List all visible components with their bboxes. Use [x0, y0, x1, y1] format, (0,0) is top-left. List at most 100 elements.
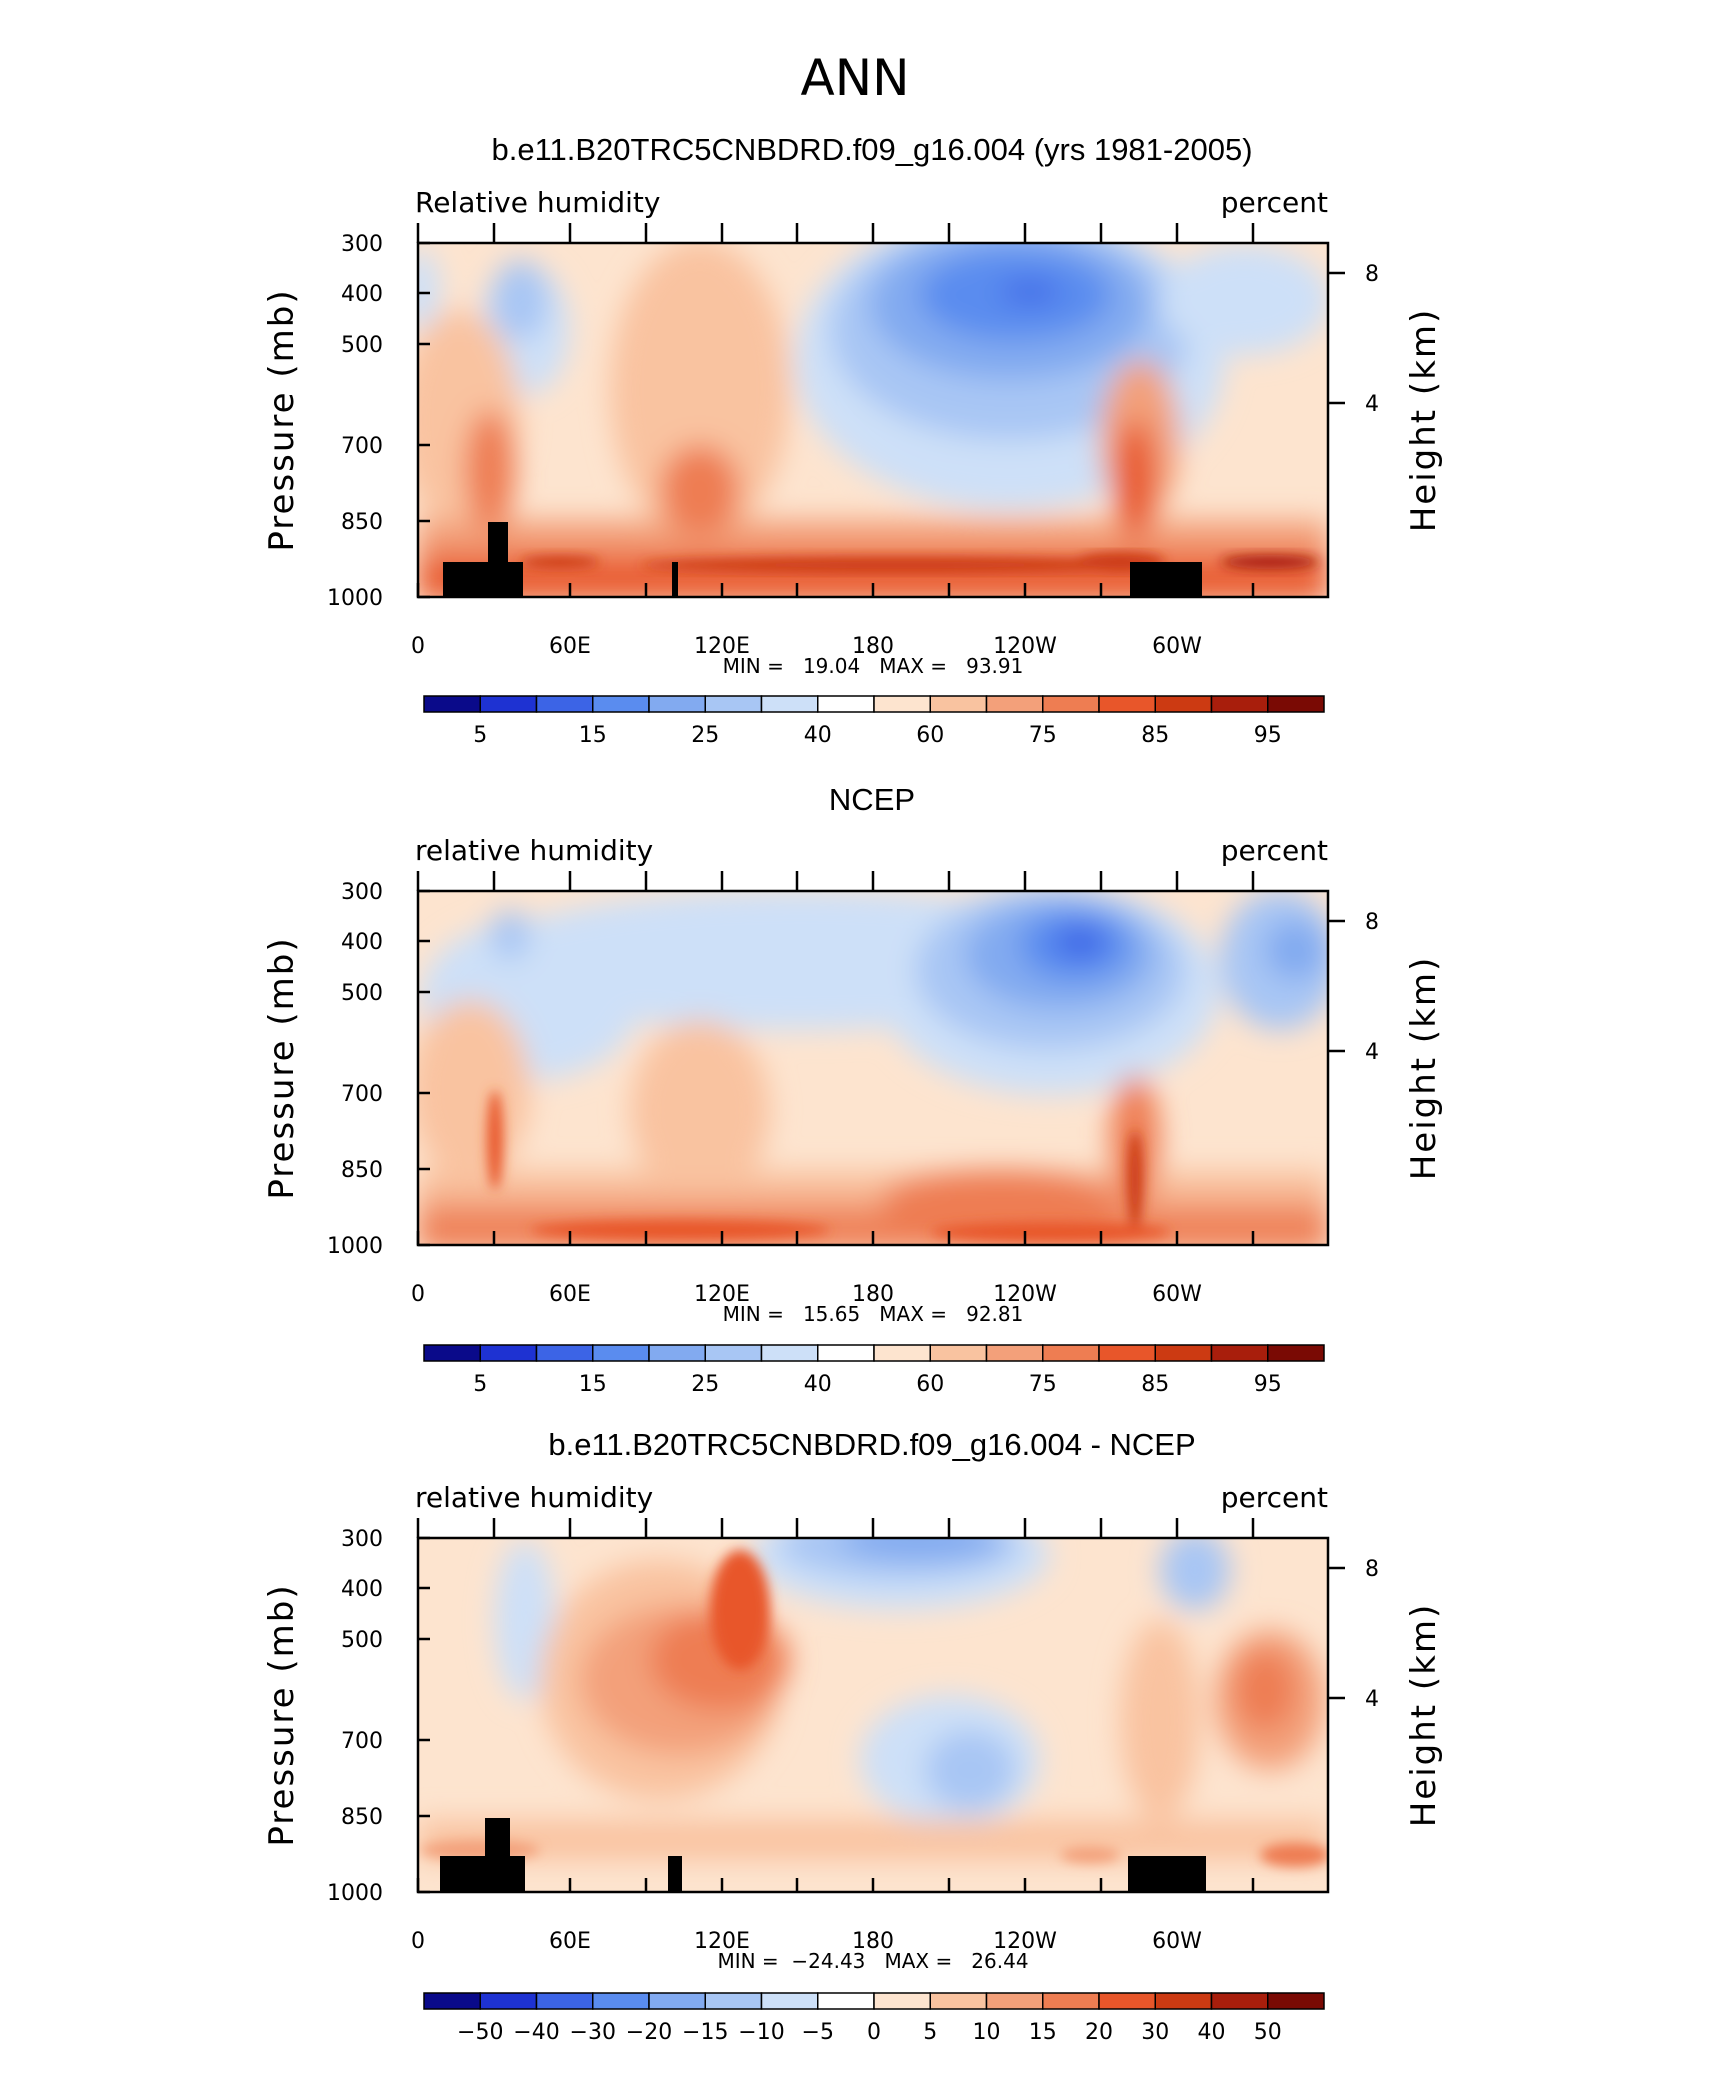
colorbar-swatch	[479, 695, 538, 713]
ytick-label: 300	[341, 1527, 383, 1552]
colorbar-label: 5	[473, 723, 487, 748]
x-ticks	[416, 871, 1255, 1245]
xtick-label: 120W	[993, 1282, 1057, 1307]
panel-difference: b.e11.B20TRC5CNBDRD.f09_g16.004 - NCEP r…	[262, 1427, 1444, 2045]
colorbar-label: 75	[1029, 723, 1057, 748]
y-tick-labels: 300 400 500 700 850 1000	[327, 880, 383, 1259]
variable-label: relative humidity	[415, 834, 653, 867]
xtick-label: 60W	[1152, 1929, 1202, 1954]
colorbar-swatch	[760, 1344, 819, 1362]
x-tick-labels: 0 60E 120E 180 120W 60W	[411, 1929, 1202, 1954]
colorbar-label: 95	[1254, 1372, 1282, 1397]
colorbar-swatch	[1267, 1344, 1325, 1362]
y2-ticks	[1328, 271, 1345, 405]
colorbar-swatch	[873, 695, 931, 713]
colorbar: 5 15 25 40 60 75 85 95	[423, 1344, 1325, 1397]
colorbar-label: −15	[682, 2020, 728, 2045]
panel-title: b.e11.B20TRC5CNBDRD.f09_g16.004 - NCEP	[548, 1427, 1195, 1462]
colorbar-label: 15	[579, 1372, 607, 1397]
colorbar-label: 40	[804, 723, 832, 748]
y-axis-title: Pressure (mb)	[262, 288, 302, 551]
topography-mask	[440, 1818, 1206, 1892]
ytick-label: 300	[341, 232, 383, 257]
xtick-label: 60E	[549, 1929, 591, 1954]
colorbar-swatch	[648, 1992, 706, 2010]
ytick-label: 1000	[327, 586, 383, 611]
colorbar-swatch	[1098, 1344, 1156, 1362]
colorbar-label: 15	[1029, 2020, 1057, 2045]
y2-ticks	[1328, 919, 1345, 1053]
colorbar-swatch	[704, 1344, 763, 1362]
y2-axis-title: Height (km)	[1404, 956, 1444, 1181]
colorbar-label: 60	[916, 723, 944, 748]
y2tick-label: 4	[1365, 392, 1379, 417]
colorbar-swatch	[1042, 695, 1100, 713]
contour-field	[418, 243, 1328, 597]
colorbar-swatch	[817, 695, 875, 713]
y-ticks-left	[418, 1536, 430, 1894]
colorbar-label: 40	[804, 1372, 832, 1397]
y2tick-label: 8	[1365, 910, 1379, 935]
y2tick-label: 4	[1365, 1687, 1379, 1712]
colorbar-swatch	[479, 1992, 538, 2010]
panel-observations: NCEP relative humidity percent	[262, 782, 1444, 1397]
xtick-label: 60W	[1152, 1282, 1202, 1307]
colorbar-swatch	[929, 695, 988, 713]
panel-model: b.e11.B20TRC5CNBDRD.f09_g16.004 (yrs 198…	[262, 132, 1444, 748]
variable-label: relative humidity	[415, 1481, 653, 1514]
colorbar-swatch	[1042, 1344, 1100, 1362]
units-label: percent	[1221, 1481, 1328, 1514]
colorbar-swatch	[817, 1992, 875, 2010]
colorbar-swatch	[648, 1344, 706, 1362]
colorbar-label: −30	[570, 2020, 616, 2045]
ytick-label: 700	[341, 1729, 383, 1754]
y-axis-title: Pressure (mb)	[262, 936, 302, 1199]
contour-field	[418, 891, 1328, 1245]
figure-title: ANN	[800, 49, 909, 107]
colorbar-swatch	[423, 1344, 481, 1362]
xtick-label: 120W	[993, 634, 1057, 659]
colorbar-swatch	[1210, 695, 1269, 713]
x-tick-labels: 0 60E 120E 180 120W 60W	[411, 1282, 1202, 1307]
colorbar-swatch	[592, 695, 650, 713]
ytick-label: 1000	[327, 1881, 383, 1906]
ytick-label: 700	[341, 1082, 383, 1107]
colorbar-swatch	[704, 1992, 763, 2010]
colorbar-swatch	[648, 695, 706, 713]
xtick-label: 60E	[549, 1282, 591, 1307]
x-ticks	[416, 1518, 1255, 1892]
y-ticks-left	[418, 241, 430, 599]
ytick-label: 400	[341, 1577, 383, 1602]
colorbar-swatch	[535, 695, 594, 713]
y2tick-label: 4	[1365, 1040, 1379, 1065]
xtick-label: 0	[411, 1282, 425, 1307]
ytick-label: 300	[341, 880, 383, 905]
colorbar-swatch	[423, 1992, 481, 2010]
colorbar-swatch	[704, 695, 763, 713]
colorbar-label: −50	[457, 2020, 503, 2045]
ytick-label: 1000	[327, 1234, 383, 1259]
colorbar-swatch	[423, 695, 481, 713]
colorbar-label: 5	[923, 2020, 937, 2045]
colorbar-swatch	[760, 1992, 819, 2010]
xtick-label: 120E	[694, 1282, 750, 1307]
colorbar-swatch	[535, 1992, 594, 2010]
y2-tick-labels: 8 4	[1365, 910, 1379, 1065]
colorbar-swatch	[985, 695, 1044, 713]
ytick-label: 500	[341, 1628, 383, 1653]
y2tick-label: 8	[1365, 1557, 1379, 1582]
units-label: percent	[1221, 834, 1328, 867]
colorbar-label: −20	[626, 2020, 672, 2045]
y2-axis-title: Height (km)	[1404, 1603, 1444, 1828]
colorbar-label: −10	[738, 2020, 784, 2045]
colorbar-swatch	[592, 1344, 650, 1362]
ytick-label: 850	[341, 1158, 383, 1183]
y2-ticks	[1328, 1566, 1345, 1700]
xtick-label: 180	[852, 634, 894, 659]
xtick-label: 60E	[549, 634, 591, 659]
colorbar-label: 60	[916, 1372, 944, 1397]
y-ticks-left	[418, 889, 430, 1247]
min-max-label: MIN = 15.65 MAX = 92.81	[723, 1302, 1024, 1326]
colorbar-label: 95	[1254, 723, 1282, 748]
